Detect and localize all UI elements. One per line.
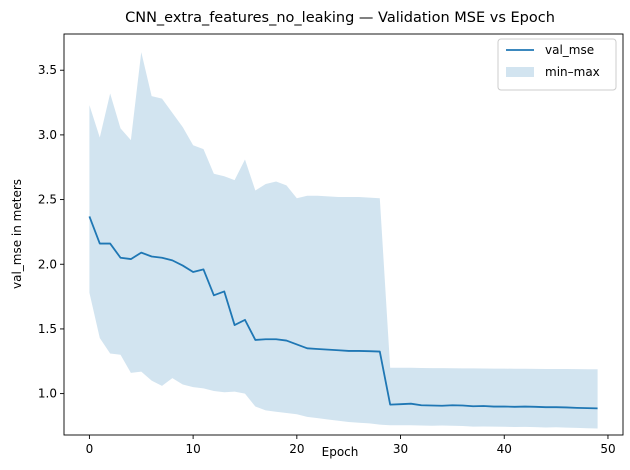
y-tick-label: 3.0 — [38, 128, 57, 142]
y-tick-label: 1.5 — [38, 322, 57, 336]
legend-box — [497, 38, 617, 91]
legend: val_mse min–max — [497, 38, 617, 91]
x-tick-label: 50 — [600, 442, 615, 456]
y-axis-title: val_mse in meters — [10, 179, 24, 289]
y-tick-label: 2.5 — [38, 193, 57, 207]
x-tick-label: 30 — [393, 442, 408, 456]
x-axis-title: Epoch — [322, 445, 359, 459]
legend-label-min-max: min–max — [545, 65, 600, 79]
x-tick-label: 20 — [289, 442, 304, 456]
y-tick-label: 3.5 — [38, 63, 57, 77]
legend-band-swatch — [506, 67, 534, 77]
x-tick-label: 0 — [86, 442, 94, 456]
min-max-band-layer — [89, 52, 598, 429]
y-tick-label: 2.0 — [38, 257, 57, 271]
x-tick-label: 10 — [185, 442, 200, 456]
legend-label-val-mse: val_mse — [545, 43, 594, 57]
chart-title: CNN_extra_features_no_leaking — Validati… — [125, 10, 555, 26]
x-axis: 0 10 20 30 40 50 — [86, 435, 616, 456]
val-mse-line — [88, 216, 598, 410]
min-max-band — [89, 52, 598, 429]
y-tick-label: 1.0 — [38, 387, 57, 401]
y-axis: 1.0 1.5 2.0 2.5 3.0 3.5 — [38, 63, 64, 401]
val-mse-line-layer — [88, 216, 598, 410]
plot-frame — [63, 33, 624, 436]
x-tick-label: 40 — [497, 442, 512, 456]
